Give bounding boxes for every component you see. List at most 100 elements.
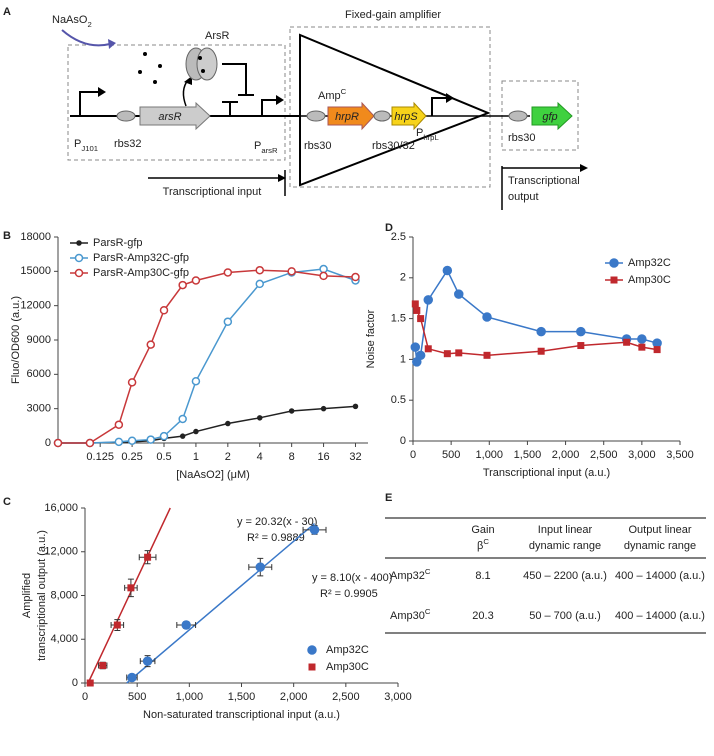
marker bbox=[114, 420, 124, 429]
table-cell: 20.3 bbox=[472, 610, 493, 622]
marker bbox=[159, 305, 169, 315]
text-part: P bbox=[74, 138, 81, 150]
marker bbox=[114, 437, 124, 447]
marker bbox=[351, 272, 360, 282]
annotation: R² = 0.9905 bbox=[320, 588, 378, 600]
diagram-label: PhrpL bbox=[416, 127, 439, 142]
fit-line bbox=[126, 522, 316, 684]
legend-label: Amp32C bbox=[326, 644, 369, 656]
rbs bbox=[508, 110, 528, 122]
x-tick-label: 8 bbox=[289, 451, 295, 463]
legend-marker bbox=[609, 258, 619, 268]
marker bbox=[288, 408, 295, 414]
x-tick-label: 2,000 bbox=[552, 449, 580, 461]
legend-label: Amp30C bbox=[326, 661, 369, 673]
y-tick-label: 3000 bbox=[27, 403, 51, 415]
diagram-label: rbs30 bbox=[304, 140, 332, 152]
text-part: Amp30 bbox=[390, 610, 425, 622]
panel-label: D bbox=[385, 222, 393, 234]
arrowhead bbox=[446, 93, 454, 103]
table-header: Input linear bbox=[538, 524, 593, 536]
marker bbox=[191, 276, 201, 285]
table-header: dynamic range bbox=[624, 540, 696, 552]
table-cell: 8.1 bbox=[475, 570, 490, 582]
marker bbox=[127, 378, 137, 387]
marker bbox=[127, 584, 135, 592]
inducer-arrow bbox=[61, 29, 111, 47]
diagram bbox=[61, 26, 588, 210]
repressor-box bbox=[67, 44, 286, 161]
terminator bbox=[222, 101, 238, 116]
x-tick-label: 3,000 bbox=[628, 449, 656, 461]
marker bbox=[482, 312, 492, 322]
arrowhead bbox=[98, 87, 106, 97]
diagram-label: gfp bbox=[542, 111, 557, 123]
marker bbox=[537, 347, 545, 355]
marker bbox=[113, 621, 121, 629]
arrowhead bbox=[580, 164, 588, 172]
diagram-label: NaAsO2 bbox=[52, 14, 92, 29]
x-tick-label: 500 bbox=[128, 691, 146, 703]
gene-hrpR bbox=[327, 101, 375, 131]
marker bbox=[223, 317, 233, 326]
diagram-label: output bbox=[508, 191, 539, 203]
rbs bbox=[373, 110, 391, 122]
y-tick-label: 6000 bbox=[27, 368, 51, 380]
marker bbox=[225, 420, 231, 427]
arrowhead bbox=[108, 39, 116, 49]
marker bbox=[352, 403, 359, 410]
diagram-label: rbs30/32 bbox=[372, 140, 415, 152]
annotation: R² = 0.9889 bbox=[247, 532, 305, 544]
marker bbox=[146, 435, 156, 444]
x-tick-label: 500 bbox=[442, 449, 460, 461]
dot bbox=[153, 80, 157, 84]
legend-marker bbox=[307, 645, 317, 655]
diagram-label: rbs30 bbox=[508, 132, 536, 144]
x-tick-label: 4 bbox=[257, 451, 263, 463]
superscript: C bbox=[425, 567, 431, 576]
y-tick-label: 1.5 bbox=[391, 313, 406, 325]
diagram-label: hrpS bbox=[394, 111, 418, 123]
text-part: Amp bbox=[318, 90, 341, 102]
x-axis-label: [NaAsO2] (μM) bbox=[176, 469, 250, 481]
marker bbox=[142, 656, 153, 666]
diagram-label: rbs32 bbox=[114, 138, 142, 150]
x-tick-label: 2 bbox=[225, 451, 231, 463]
marker bbox=[577, 342, 585, 350]
marker bbox=[652, 338, 662, 348]
marker bbox=[653, 346, 661, 354]
y-axis-label: Noise factor bbox=[365, 309, 377, 368]
arrowhead bbox=[276, 95, 284, 105]
diagram-label: Transcriptional bbox=[508, 175, 580, 187]
x-tick-label: 3,500 bbox=[666, 449, 694, 461]
marker bbox=[455, 349, 463, 357]
x-tick-label: 2,500 bbox=[332, 691, 360, 703]
amplifier-triangle bbox=[299, 33, 491, 187]
y-tick-label: 4,000 bbox=[50, 633, 78, 645]
expression-arrow bbox=[182, 79, 189, 107]
amplifier-box bbox=[289, 26, 491, 188]
x-tick-label: 1,500 bbox=[228, 691, 256, 703]
marker bbox=[637, 334, 647, 344]
y-tick-label: 2.5 bbox=[391, 231, 406, 243]
x-tick-label: 0 bbox=[82, 691, 88, 703]
legend-label: ParsR-gfp bbox=[93, 237, 143, 249]
marker bbox=[536, 326, 546, 337]
x-tick-label: 1 bbox=[193, 451, 199, 463]
marker bbox=[309, 525, 320, 535]
promoter-arrow bbox=[431, 97, 446, 116]
table-header: Gain bbox=[471, 524, 494, 536]
subscript: hrpL bbox=[423, 133, 439, 142]
x-tick-label: 0.5 bbox=[156, 451, 171, 463]
marker bbox=[623, 338, 631, 346]
series-line bbox=[414, 268, 658, 365]
marker bbox=[287, 267, 296, 276]
y-tick-label: 16,000 bbox=[44, 502, 78, 514]
x-tick-label: 1,000 bbox=[176, 691, 204, 703]
series-line bbox=[58, 269, 356, 444]
text-part: Amp32 bbox=[390, 570, 425, 582]
marker bbox=[85, 438, 95, 448]
legend-label: ParsR-Amp32C-gfp bbox=[93, 252, 189, 264]
superscript: C bbox=[341, 87, 347, 96]
marker bbox=[483, 351, 491, 359]
